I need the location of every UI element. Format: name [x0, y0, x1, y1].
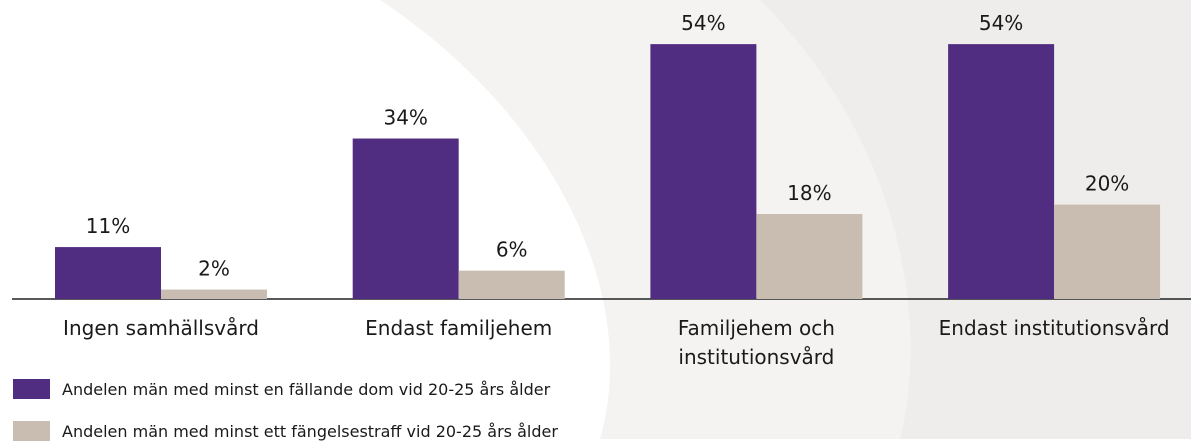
value-label: 54% — [681, 11, 725, 35]
bar — [458, 270, 565, 299]
bar — [55, 247, 161, 299]
value-label: 2% — [198, 257, 230, 281]
x-tick-label: Endast institutionsvård — [938, 316, 1170, 340]
legend-label: Andelen män med minst en fällande dom vi… — [62, 379, 551, 399]
legend-swatch — [13, 421, 50, 441]
bar — [948, 44, 1055, 300]
bar — [1054, 204, 1161, 299]
x-tick-label: Endast familjehem — [365, 316, 553, 340]
x-tick-label: Familjehem och institutionsvård — [677, 316, 835, 369]
bar — [352, 138, 459, 299]
value-label: 20% — [1085, 172, 1129, 196]
value-label: 54% — [979, 11, 1023, 35]
value-label: 18% — [787, 181, 831, 205]
value-label: 6% — [496, 238, 528, 262]
x-tick-label: Ingen samhällsvård — [63, 316, 259, 340]
legend-item: Andelen män med minst en fällande dom vi… — [13, 379, 550, 399]
legend-item: Andelen män med minst ett fängelsestraff… — [13, 421, 558, 441]
bar — [650, 44, 757, 300]
legend-label: Andelen män med minst ett fängelsestraff… — [62, 421, 558, 441]
bar — [161, 289, 267, 299]
value-label: 11% — [86, 214, 130, 238]
legend-swatch — [13, 379, 50, 399]
bar — [756, 214, 863, 299]
value-label: 34% — [383, 106, 427, 130]
